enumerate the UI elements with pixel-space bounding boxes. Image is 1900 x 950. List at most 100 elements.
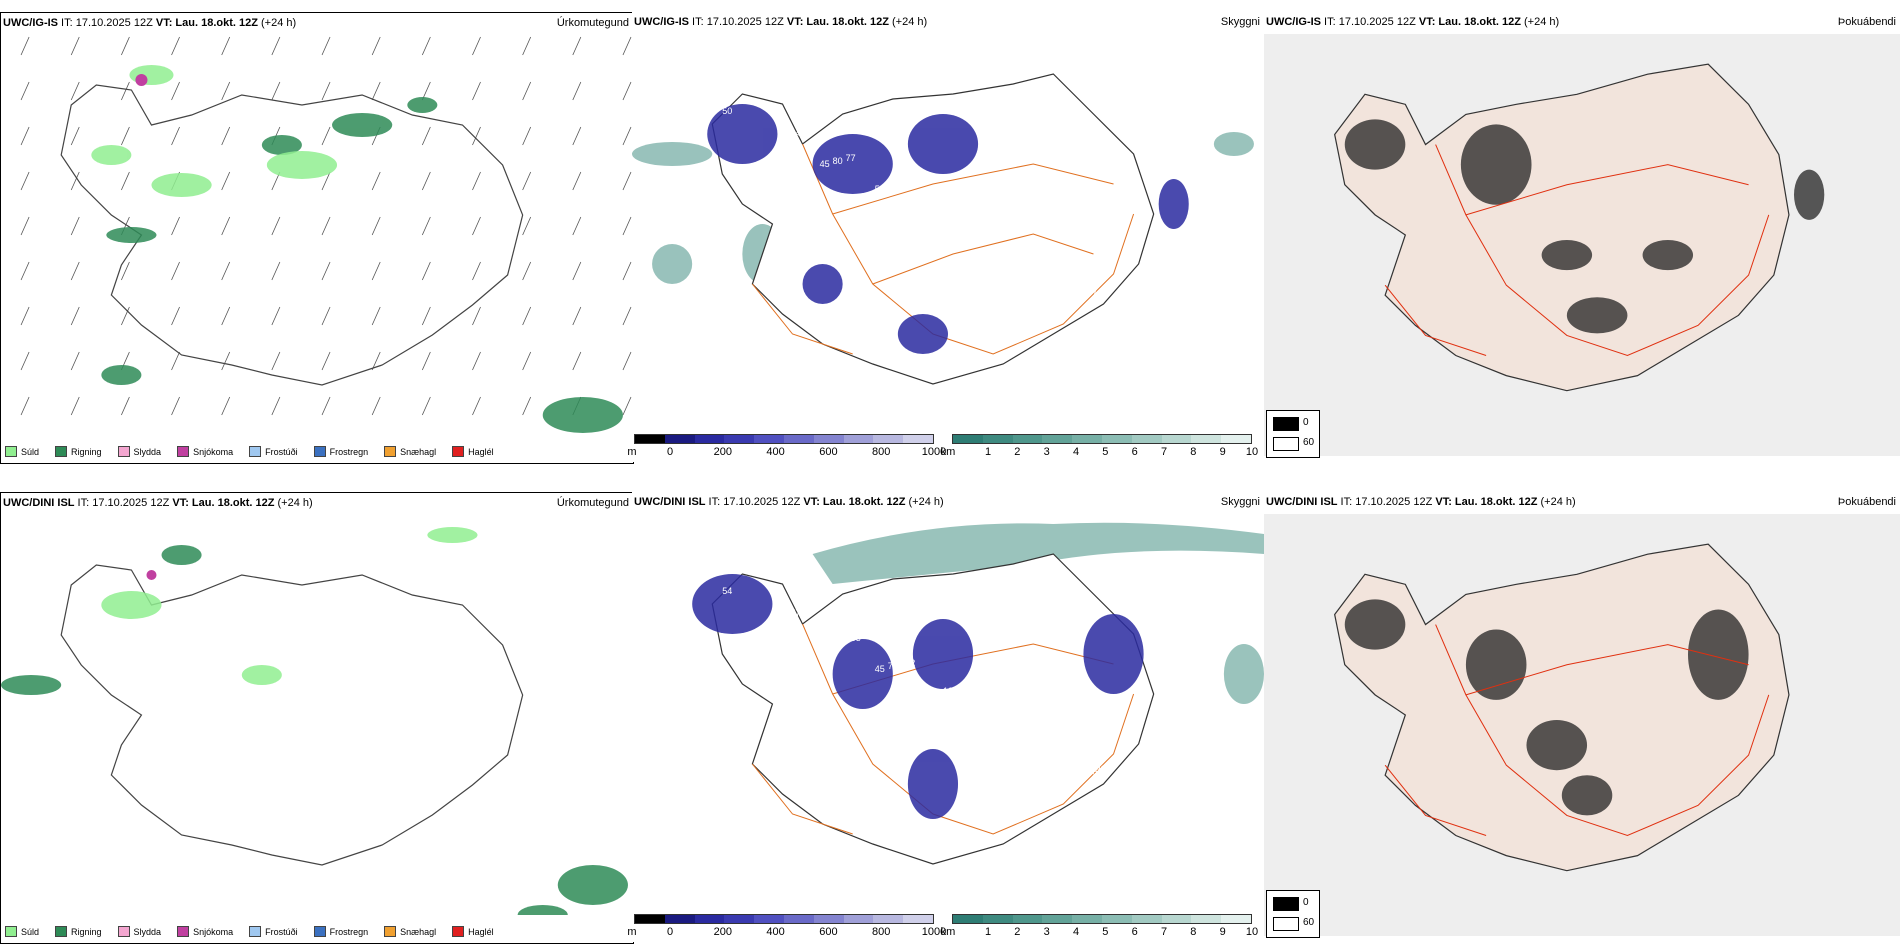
fog-legend: 0 60: [1266, 890, 1320, 938]
scale-swatch: [813, 915, 844, 923]
cloud-base-label: 59: [985, 714, 995, 724]
legend-label: Rigning: [71, 926, 102, 937]
wind-barb: [371, 81, 381, 101]
wind-barb: [522, 171, 532, 191]
legend-label: Snjókoma: [193, 926, 234, 937]
legend-item: Snæhagl: [384, 926, 436, 937]
wind-barb: [522, 396, 532, 416]
wind-barb: [171, 306, 180, 326]
scale-tick: 4: [1072, 446, 1080, 458]
precip-snow-area: [135, 74, 148, 86]
wind-barb: [70, 81, 80, 101]
scale-swatch: [724, 435, 755, 443]
fog-map: [1264, 34, 1900, 456]
wind-barb: [20, 261, 30, 281]
precip-legend: Súld Rigning Slydda Snjókoma Frostúði Frostre…: [5, 446, 504, 457]
wind-barb: [221, 126, 231, 146]
scale-swatch: [754, 435, 784, 443]
scale-swatch: [903, 435, 933, 443]
wind-barb: [371, 216, 381, 236]
cloud-base-label: 81: [998, 231, 1008, 241]
cloud-base-scale: m 0 200 400 600 800 1000: [627, 434, 946, 458]
coastline: [60, 564, 524, 866]
wind-barb: [20, 81, 30, 101]
precip-panel-bottom: UWC/DINI ISL IT: 17.10.2025 12Z VT: Lau.…: [0, 492, 634, 944]
cloud-base-label: 106: [748, 340, 763, 350]
scale-swatch: [953, 915, 983, 923]
wind-barb: [70, 171, 80, 191]
cloud-base-label: 48: [1138, 312, 1148, 322]
cloud-panel-top: UWC/IG-IS IT: 17.10.2025 12Z VT: Lau. 18…: [627, 12, 1264, 462]
wind-barb: [271, 36, 281, 56]
precip-snow-area: [146, 570, 157, 580]
wind-barb: [221, 216, 231, 236]
legend-swatch: [384, 926, 397, 937]
cloud-base-label: 43: [1112, 798, 1122, 808]
legend-swatch: [55, 446, 68, 457]
scale-swatch: [873, 915, 904, 923]
legend-label: Frostregn: [329, 926, 369, 937]
legend-item: Frostúði: [249, 446, 298, 457]
panel-title: UWC/DINI ISL IT: 17.10.2025 12Z VT: Lau.…: [634, 496, 944, 508]
fog-panel-top: UWC/IG-IS IT: 17.10.2025 12Z VT: Lau. 18…: [1264, 12, 1900, 462]
scale-tick: 10: [1245, 926, 1259, 938]
legend-label: Slydda: [133, 446, 162, 457]
wind-barb: [421, 216, 431, 236]
cloud-base-label: 65: [943, 206, 953, 216]
cloud-base-label: 52: [972, 237, 982, 247]
scale-tick: 5: [1102, 926, 1109, 938]
scale-swatch: [783, 435, 814, 443]
wind-barb: [171, 126, 180, 146]
wind-barb: [371, 261, 381, 281]
wind-barb: [271, 216, 281, 236]
wind-barb: [421, 81, 431, 101]
cloud-base-label: 46: [917, 692, 927, 702]
wind-barb: [572, 126, 582, 146]
scale-swatch: [1221, 435, 1251, 443]
wind-barb: [522, 261, 532, 281]
scale-swatch: [1072, 915, 1102, 923]
cloud-base-label: 54: [722, 586, 732, 596]
scale-swatch: [635, 435, 665, 443]
cloud-base-label: 66: [1138, 792, 1148, 802]
scale-tick: 7: [1160, 926, 1168, 938]
scale-swatch: [783, 915, 814, 923]
scale-swatch: [1161, 915, 1192, 923]
scale-swatch: [1012, 915, 1043, 923]
legend-item: Snjókoma: [177, 446, 233, 457]
field-label: Úrkomutegund: [556, 17, 629, 29]
legend-item: Súld: [5, 926, 39, 937]
legend-swatch: [117, 926, 130, 937]
cloud-base-areas: [707, 104, 1189, 354]
wind-barb: [321, 171, 331, 191]
wind-barb: [371, 171, 381, 191]
cloud-base-label: 44: [735, 343, 745, 353]
scale-tick: 1: [984, 926, 992, 938]
scale-swatch: [664, 915, 695, 923]
wind-barb: [522, 216, 532, 236]
legend-swatch: [313, 446, 326, 457]
wind-barb: [472, 36, 481, 56]
scale-tick: 10: [1245, 446, 1259, 458]
legend-item: Slydda: [117, 446, 162, 457]
wind-barb: [321, 126, 331, 146]
cloud-base-label: 77: [846, 153, 856, 163]
wind-barb: [221, 171, 231, 191]
cloud-base-label: 70: [1027, 262, 1037, 272]
precip-drizzle-areas: [101, 527, 478, 685]
cloud-base-label: 75: [888, 661, 898, 671]
scale-swatch: [754, 915, 784, 923]
wind-barb: [622, 126, 632, 146]
scale-swatch: [724, 915, 755, 923]
precip-map: [1, 35, 633, 435]
cloud-base-label: 109: [1069, 290, 1084, 300]
cloud-base-label: 730: [930, 689, 945, 699]
wind-barb: [221, 261, 231, 281]
wind-barb: [371, 36, 381, 56]
cloud-base-label: 40: [917, 212, 927, 222]
cloud-base-label: 128: [888, 181, 903, 191]
scale-unit: km: [940, 446, 956, 458]
wind-barb: [20, 216, 30, 236]
cloud-base-label: 135: [748, 820, 763, 830]
cloud-base-label: 38: [1014, 745, 1024, 755]
